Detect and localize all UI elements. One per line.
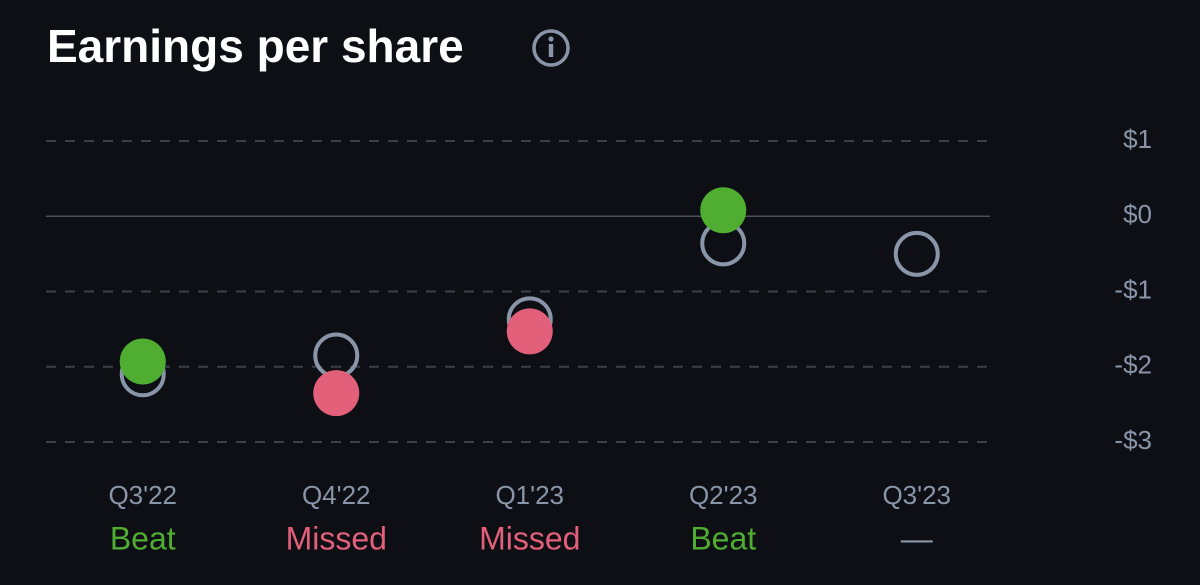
actual-point	[700, 187, 747, 234]
estimate-point	[893, 230, 940, 277]
x-tick-label: Q4'22	[302, 480, 371, 510]
y-tick-label: -$2	[1114, 350, 1152, 380]
info-icon[interactable]	[532, 29, 570, 67]
x-tick-label: Q3'23	[882, 480, 951, 510]
y-tick-label: -$1	[1114, 274, 1152, 304]
actual-point	[119, 338, 166, 385]
result-label: Missed	[286, 520, 387, 556]
x-tick-label: Q3'22	[108, 480, 177, 510]
info-icon-bar	[548, 44, 554, 57]
x-tick-label: Q1'23	[495, 480, 564, 510]
actual-point	[313, 370, 360, 417]
info-icon-dot	[548, 36, 554, 42]
y-tick-label: -$3	[1114, 425, 1152, 455]
result-label: Missed	[479, 520, 580, 556]
y-tick-label: $1	[1123, 124, 1152, 154]
actual-point	[506, 308, 553, 355]
x-tick-label: Q2'23	[689, 480, 758, 510]
result-label: —	[901, 520, 933, 556]
y-tick-label: $0	[1123, 199, 1152, 229]
result-label: Beat	[690, 520, 756, 556]
info-icon-ring	[532, 29, 570, 67]
chart-title: Earnings per share	[47, 20, 464, 72]
result-label: Beat	[110, 520, 176, 556]
